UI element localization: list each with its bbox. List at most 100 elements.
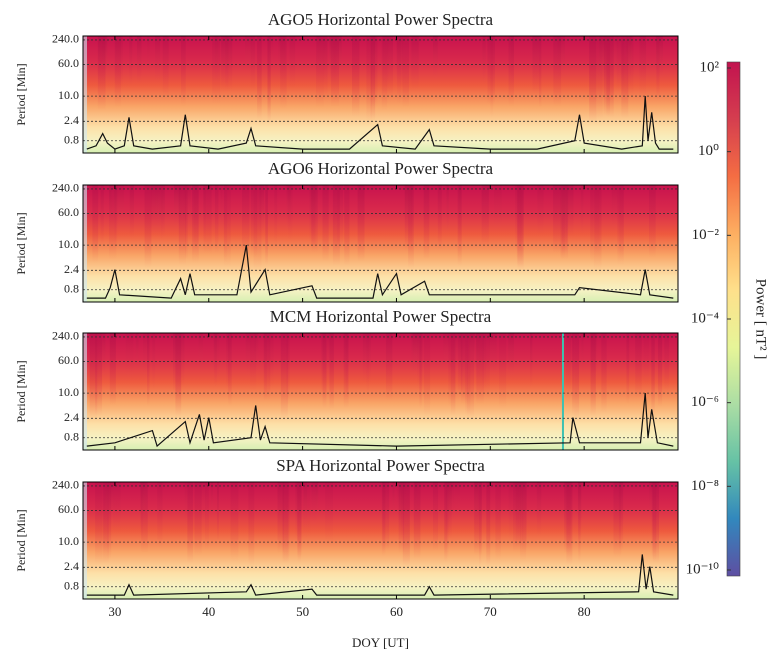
y-axis-label: Period [Min]: [14, 63, 28, 125]
spectrogram-texture: [486, 482, 491, 567]
y-axis-label: Period [Min]: [14, 360, 28, 422]
spectrogram-texture: [448, 333, 451, 408]
spectrogram-texture: [192, 185, 199, 263]
colorbar-tick-label: 10⁻²: [692, 227, 720, 243]
spectrogram-texture: [603, 36, 611, 116]
spectrogram-texture: [328, 36, 334, 75]
y-tick-label: 240.0: [52, 478, 79, 492]
spectrogram-texture: [508, 36, 514, 107]
colorbar-tick-label: 10⁻⁴: [691, 310, 719, 326]
panel-frame: [82, 481, 679, 600]
spectrogram-texture: [460, 333, 468, 404]
spectrogram-texture: [289, 36, 296, 89]
spectrogram-texture: [230, 482, 239, 563]
spectrogram-texture: [204, 482, 209, 551]
trace-line: [86, 244, 674, 299]
spectrogram-texture: [100, 185, 104, 245]
spectrogram-texture: [370, 36, 376, 122]
spectrogram-texture: [158, 185, 165, 238]
spectrogram-texture: [102, 333, 106, 377]
spectrogram-texture: [315, 482, 319, 521]
y-tick-label: 10.0: [58, 385, 79, 399]
spectrogram-texture: [357, 185, 365, 262]
spectrogram-texture: [450, 333, 456, 416]
spectrogram-texture: [643, 333, 650, 385]
spectrogram-texture: [648, 482, 653, 523]
spectrogram-texture: [469, 333, 476, 370]
spectrogram-texture: [423, 185, 430, 260]
spectrogram-texture: [447, 482, 455, 524]
spectrogram-texture: [657, 333, 663, 408]
spectrogram-texture: [520, 482, 524, 534]
spectrogram-texture: [311, 482, 317, 526]
left-band: [83, 333, 87, 450]
spectrogram-texture: [303, 482, 308, 525]
spectrogram-texture: [147, 36, 150, 76]
trace-line: [86, 554, 674, 596]
spectrogram-texture: [267, 36, 271, 123]
spectrogram-texture: [295, 482, 298, 543]
spectrogram-texture: [464, 333, 471, 416]
spectrogram-texture: [242, 185, 250, 257]
y-tick-label: 60.0: [58, 56, 79, 70]
spectrogram-texture: [157, 482, 163, 548]
spectrogram-texture: [459, 333, 462, 392]
spectrogram-texture: [564, 482, 571, 555]
spectrogram-texture: [180, 333, 185, 388]
spectrogram-texture: [397, 36, 402, 104]
colorbar-label: Power [ nT² ]: [753, 279, 769, 360]
spectrogram-texture: [214, 36, 219, 83]
spectrogram-texture: [223, 185, 231, 268]
spectrogram-texture: [626, 36, 633, 73]
spectrogram-texture: [203, 185, 206, 244]
spectrogram-texture: [513, 482, 521, 552]
data-gap: [561, 333, 564, 450]
spectrogram-texture: [664, 333, 670, 392]
spectrogram-texture: [277, 482, 284, 554]
y-tick-label: 2.4: [64, 113, 79, 127]
spectrogram-texture: [413, 482, 421, 560]
spectrogram-texture: [404, 185, 412, 233]
y-tick-label: 10.0: [58, 237, 79, 251]
y-tick-label: 0.8: [64, 132, 79, 146]
spectrogram-texture: [594, 185, 600, 257]
panel-title: AGO5 Horizontal Power Spectra: [268, 10, 494, 29]
trace-line: [86, 96, 674, 150]
y-tick-label: 60.0: [58, 502, 79, 516]
spectrogram-texture: [474, 482, 482, 556]
spectrogram-texture: [626, 333, 630, 404]
spectrogram-texture: [113, 482, 121, 532]
spectrogram-texture: [95, 482, 103, 565]
spectrogram-texture: [228, 333, 232, 406]
x-tick-label: 40: [202, 604, 215, 619]
spectrogram-texture: [184, 482, 188, 530]
x-tick-label: 50: [296, 604, 309, 619]
spectrogram-texture: [151, 185, 159, 237]
spectrogram-texture: [147, 333, 150, 407]
left-band: [83, 482, 87, 599]
spectrogram-texture: [282, 482, 289, 564]
spectrogram-texture: [508, 333, 514, 377]
spectrogram-texture: [323, 36, 328, 98]
spectrogram-texture: [454, 333, 459, 371]
spectrogram-texture: [489, 333, 497, 376]
y-tick-label: 240.0: [52, 329, 79, 343]
y-tick-label: 10.0: [58, 534, 79, 548]
spectrogram-texture: [89, 333, 98, 419]
spectrogram-texture: [482, 333, 487, 393]
spectrogram-texture: [490, 36, 494, 119]
spectrogram-texture: [269, 333, 274, 389]
spectrogram-texture: [253, 185, 262, 273]
y-tick-label: 240.0: [52, 32, 79, 46]
y-tick-label: 60.0: [58, 353, 79, 367]
spectrogram-texture: [225, 36, 233, 91]
spectrogram-texture: [432, 36, 438, 79]
spectrogram-texture: [411, 36, 419, 90]
spectrogram-texture: [203, 185, 212, 254]
spectrogram-texture: [596, 36, 603, 120]
spectrogram-texture: [114, 185, 118, 246]
y-tick-label: 10.0: [58, 88, 79, 102]
panel-frame: [82, 35, 679, 154]
spectrogram-texture: [142, 482, 147, 520]
spectrogram-texture: [332, 185, 340, 266]
